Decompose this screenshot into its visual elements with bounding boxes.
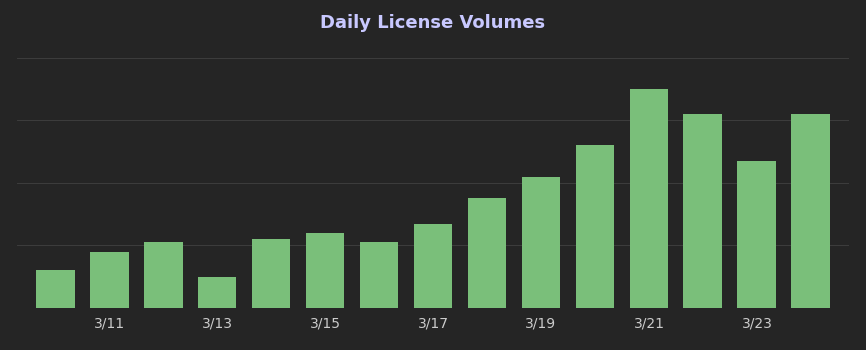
Title: Daily License Volumes: Daily License Volumes bbox=[320, 14, 546, 32]
Bar bbox=[197, 277, 236, 308]
Bar bbox=[738, 161, 776, 308]
Bar bbox=[521, 176, 560, 308]
Bar bbox=[414, 224, 452, 308]
Bar bbox=[359, 242, 398, 308]
Bar bbox=[792, 114, 830, 308]
Bar bbox=[144, 242, 183, 308]
Bar bbox=[306, 233, 345, 308]
Bar bbox=[576, 145, 614, 308]
Bar bbox=[36, 271, 74, 308]
Bar bbox=[90, 252, 128, 308]
Bar bbox=[683, 114, 722, 308]
Bar bbox=[630, 89, 669, 308]
Bar bbox=[468, 198, 507, 308]
Bar bbox=[252, 239, 290, 308]
